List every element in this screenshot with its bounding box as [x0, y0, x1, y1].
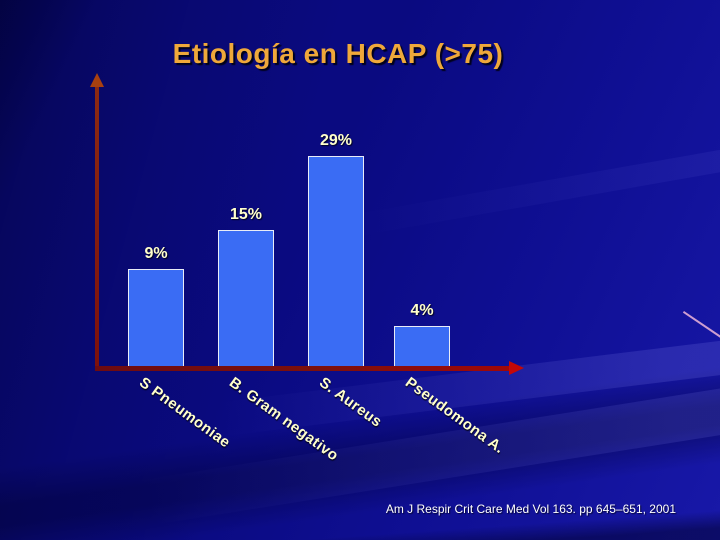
category-label: Pseudomona A. [402, 374, 508, 458]
y-axis-arrow-icon [90, 73, 104, 87]
bar-value-label: 15% [229, 206, 263, 223]
y-axis-line [95, 86, 99, 371]
bar-1 [128, 269, 184, 367]
citation: Am J Respir Crit Care Med Vol 163. pp 64… [385, 502, 676, 516]
category-label: S Pneumoniae [136, 374, 234, 452]
x-axis-line [95, 366, 509, 371]
bar-value-label: 29% [319, 132, 353, 149]
bar-value-label: 4% [410, 302, 434, 319]
bar-4 [394, 326, 450, 367]
bar-value-label: 9% [144, 245, 168, 262]
x-axis-arrow-icon [509, 361, 524, 375]
slide-title: Etiología en HCAP (>75) [172, 38, 504, 69]
category-label: S. Aureus [316, 374, 386, 431]
bar-3 [308, 156, 364, 367]
bar-2 [218, 230, 274, 367]
